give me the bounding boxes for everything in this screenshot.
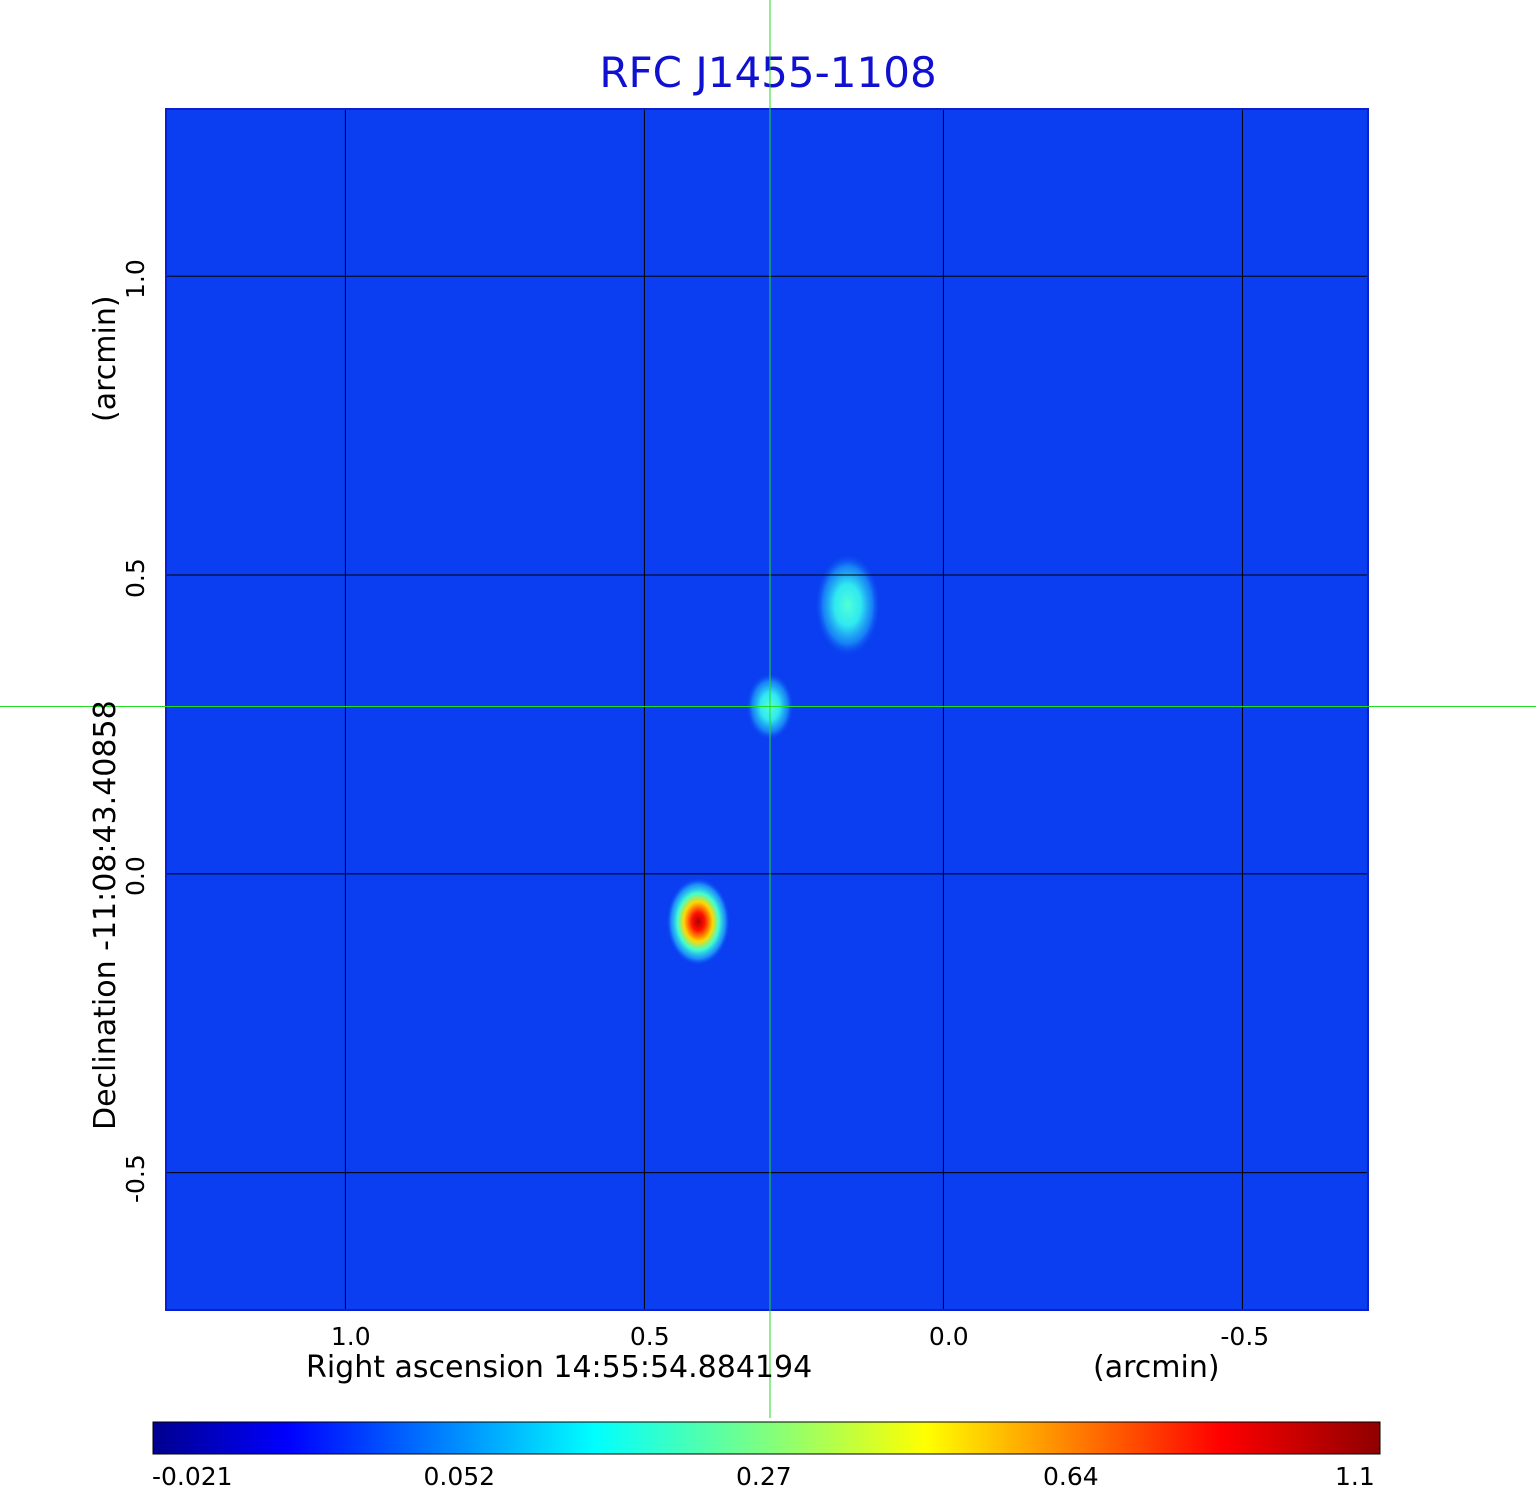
source-blob-1: [814, 552, 881, 657]
x-tick-label-0: 1.0: [330, 1322, 371, 1351]
colorbar-tick-0: -0.021: [152, 1462, 233, 1491]
y-tick-label-1: 0.5: [121, 557, 150, 598]
x-tick-label-2: 0.0: [928, 1322, 969, 1351]
x-axis-label: Right ascension 14:55:54.884194: [306, 1350, 813, 1385]
colorbar-tick-3: 0.64: [1043, 1462, 1099, 1491]
colorbar: [152, 1421, 1381, 1455]
colorbar-tick-2: 0.27: [736, 1462, 792, 1491]
x-tick-label-3: -0.5: [1220, 1322, 1270, 1351]
x-tick-label-1: 0.5: [629, 1322, 670, 1351]
y-axis-label: Declination -11:08:43.40858: [88, 700, 123, 1130]
y-tick-label-2: 0.0: [121, 856, 150, 897]
colorbar-tick-4: 1.1: [1335, 1462, 1375, 1491]
colorbar-tick-1: 0.052: [423, 1462, 496, 1491]
y-axis-unit: (arcmin): [88, 295, 123, 422]
plot-frame: [165, 108, 1369, 1311]
y-tick-label-0: 1.0: [121, 259, 150, 299]
y-tick-label-3: -0.5: [121, 1153, 150, 1203]
x-axis-unit: (arcmin): [1093, 1350, 1220, 1385]
chart-title: RFC J1455-1108: [599, 48, 937, 97]
source-blob-0: [666, 877, 731, 966]
